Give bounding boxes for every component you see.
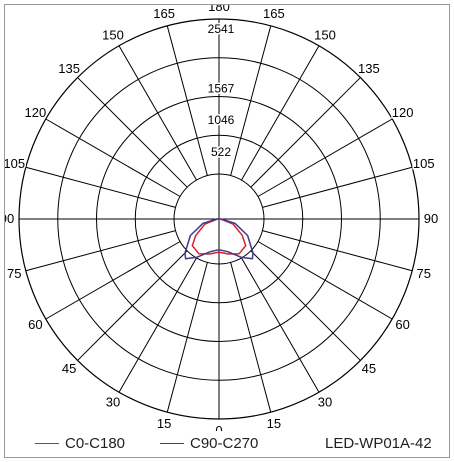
grid-spoke <box>262 230 413 272</box>
angle-label: 15 <box>157 416 171 431</box>
polar-chart: 1801651501351201059075604530150165150135… <box>5 5 440 431</box>
grid-spoke <box>262 166 413 208</box>
angle-label: 135 <box>58 61 80 76</box>
angle-label: 90 <box>424 211 438 226</box>
grid-spoke <box>118 257 197 393</box>
grid-spoke <box>118 45 197 181</box>
grid-spoke <box>77 250 188 361</box>
grid-spoke <box>166 25 208 176</box>
angle-label: 60 <box>395 317 409 332</box>
curve-c90-c270 <box>184 218 254 260</box>
angle-label: 120 <box>25 105 47 120</box>
curve-c0-c180 <box>191 218 247 255</box>
angle-label: 15 <box>267 416 281 431</box>
grid-spoke <box>45 118 181 197</box>
angle-label: 75 <box>417 266 431 281</box>
angle-label: 0 <box>215 423 222 431</box>
grid-spoke <box>45 241 181 320</box>
legend: C0-C180 C90-C270 LED-WP01A-42 <box>5 431 451 455</box>
angle-label: 135 <box>358 61 380 76</box>
grid-spoke <box>166 262 208 413</box>
legend-item-c0: C0-C180 <box>35 431 125 455</box>
grid-spoke <box>230 262 272 413</box>
angle-label: 45 <box>62 361 76 376</box>
grid-spoke <box>25 230 176 272</box>
legend-model: LED-WP01A-42 <box>325 434 432 452</box>
legend-label-c90: C90-C270 <box>190 434 259 452</box>
angle-label: 75 <box>7 266 21 281</box>
legend-swatch-c0 <box>35 442 59 444</box>
grid-spoke <box>250 77 361 188</box>
grid-spoke <box>25 166 176 208</box>
angle-label: 90 <box>5 211 14 226</box>
angle-label: 150 <box>314 27 336 42</box>
angle-label: 165 <box>153 6 175 21</box>
grid-spoke <box>257 241 393 320</box>
grid-spoke <box>230 25 272 176</box>
angle-label: 45 <box>362 361 376 376</box>
legend-item-c90: C90-C270 <box>160 431 258 455</box>
chart-frame: 1801651501351201059075604530150165150135… <box>4 4 450 458</box>
angle-label: 30 <box>106 395 120 410</box>
angle-label: 150 <box>102 27 124 42</box>
legend-swatch-c90 <box>160 442 184 444</box>
radial-tick-label: 1046 <box>208 113 235 127</box>
grid-spoke <box>241 45 320 181</box>
angle-label: 120 <box>392 105 414 120</box>
grid-spoke <box>250 250 361 361</box>
radial-tick-label: 522 <box>211 145 231 159</box>
angle-label: 105 <box>413 156 435 171</box>
angle-label: 30 <box>318 395 332 410</box>
radial-tick-label: 1567 <box>208 81 235 95</box>
angle-label: 165 <box>263 6 285 21</box>
angle-label: 60 <box>28 317 42 332</box>
angle-label: 180 <box>208 5 230 14</box>
grid-spoke <box>77 77 188 188</box>
radial-tick-label: 2541 <box>208 22 235 36</box>
grid-spoke <box>241 257 320 393</box>
legend-label-c0: C0-C180 <box>65 434 126 452</box>
grid-spoke <box>257 118 393 197</box>
angle-label: 105 <box>5 156 25 171</box>
